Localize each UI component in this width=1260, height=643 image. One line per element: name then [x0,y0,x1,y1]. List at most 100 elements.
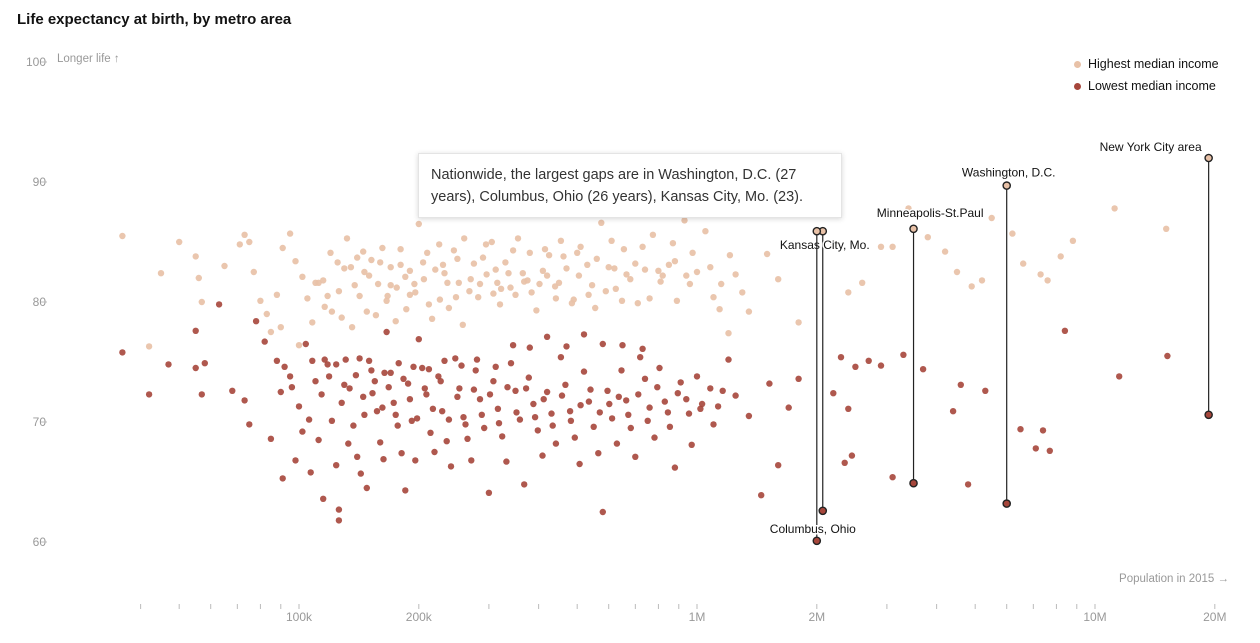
dot-lowest-income [949,408,957,415]
dot-lowest-income [685,410,693,417]
dot-highest-income [403,306,410,313]
dot-highest-income [612,285,619,292]
dot-highest-income [397,246,404,253]
dot-lowest-income [567,417,575,424]
dot-highest-income [365,272,373,279]
dot-lowest-income [352,372,360,379]
dot-lowest-income [320,495,327,502]
highlight-dot-high [1002,181,1012,190]
y-tick-label: 90 [33,175,47,189]
dot-lowest-income [566,408,574,415]
dot-lowest-income [335,506,343,513]
dot-highest-income [279,244,286,252]
highlight-dot-low [818,506,828,516]
dot-highest-income [1009,230,1016,237]
dot-lowest-income [697,405,704,412]
dot-highest-income [560,253,567,260]
dot-lowest-income [458,362,465,369]
dot-highest-income [725,330,732,337]
dot-lowest-income [604,387,611,394]
dot-highest-income [505,270,512,277]
dot-highest-income [343,235,351,242]
dot-highest-income [309,319,316,326]
dot-lowest-income [625,411,632,418]
x-tick-label: 200k [406,610,433,624]
dot-highest-income [611,265,618,272]
dot-lowest-income [543,388,551,396]
dot-lowest-income [522,385,530,392]
dot-highest-income [420,276,428,283]
dot-highest-income [598,219,605,226]
dot-highest-income [693,268,701,276]
dot-highest-income [406,267,414,274]
dot-lowest-income [335,517,343,524]
dot-highest-income [1020,260,1027,267]
legend-label-highest: Highest median income [1088,57,1219,71]
dot-highest-income [536,280,543,288]
dot-lowest-income [486,391,494,398]
dot-lowest-income [683,396,690,403]
dot-highest-income [830,242,837,249]
x-tick-label: 100k [286,610,313,624]
dot-lowest-income [766,380,773,387]
dot-highest-income [273,291,281,298]
dot-lowest-income [710,421,717,428]
dot-highest-income [837,244,845,252]
metro-label: Columbus, Ohio [770,522,856,536]
dot-lowest-income [368,367,375,374]
dot-highest-income [387,282,394,289]
dot-highest-income [739,289,746,296]
dot-lowest-income [439,408,446,415]
dot-highest-income [702,228,709,235]
dot-lowest-income [365,357,373,364]
dot-lowest-income [215,301,223,308]
dot-lowest-income [400,375,407,382]
dot-lowest-income [964,481,972,488]
dot-lowest-income [548,410,555,417]
dot-highest-income [492,266,499,273]
dot-highest-income [263,310,270,318]
dot-lowest-income [707,385,714,392]
dot-lowest-income [509,342,517,349]
dot-highest-income [267,328,275,336]
dot-lowest-income [427,429,434,436]
dot-lowest-income [732,392,739,399]
dot-lowest-income [613,440,621,447]
dot-highest-income [363,308,370,315]
dot-highest-income [671,258,679,265]
dot-lowest-income [394,422,401,429]
dot-highest-income [377,259,384,266]
legend-swatch-highest [1074,60,1081,68]
dot-lowest-income [494,405,502,412]
dot-lowest-income [1164,352,1171,360]
dot-lowest-income [623,397,630,404]
dot-highest-income [454,255,461,262]
dot-lowest-income [666,423,674,430]
dot-lowest-income [558,392,566,399]
dot-lowest-income [599,508,606,516]
dot-lowest-income [333,361,340,368]
dot-lowest-income [373,408,381,415]
dot-lowest-income [534,427,541,434]
dot-highest-income [324,292,331,300]
dot-highest-income [360,248,367,255]
series-lowest-income [119,301,1171,524]
dot-highest-income [608,237,615,244]
dot-highest-income [347,264,355,271]
dot-lowest-income [596,409,603,416]
dot-highest-income [436,296,444,303]
dot-highest-income [425,301,433,308]
highlight-dot-high [1204,153,1213,163]
dot-highest-income [436,241,443,248]
dot-highest-income [445,304,453,312]
dot-lowest-income [1046,447,1054,454]
dot-lowest-income [830,390,837,397]
dot-lowest-income [531,414,539,421]
dot-highest-income [941,248,949,255]
dot-lowest-income [395,360,402,367]
dot-lowest-income [654,384,661,391]
dot-lowest-income [1039,427,1047,434]
dot-lowest-income [413,415,421,422]
dot-lowest-income [363,484,370,492]
dot-lowest-income [381,369,388,376]
